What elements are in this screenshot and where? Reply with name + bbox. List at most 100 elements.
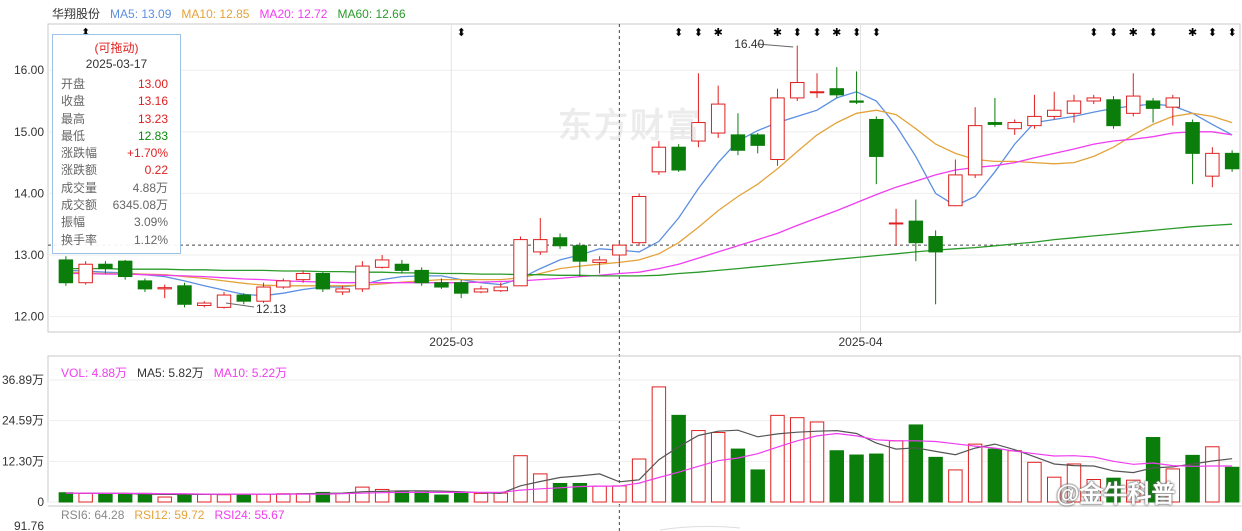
candle-body <box>414 269 429 284</box>
candle-body <box>671 146 686 171</box>
volume-bar <box>216 494 232 503</box>
candle-body <box>177 285 192 305</box>
rsi12-legend: RSI12: 59.72 <box>134 508 205 522</box>
candle <box>1224 150 1240 172</box>
volume-bar <box>730 448 746 503</box>
volume-bar <box>1185 454 1200 503</box>
volume-bar <box>1086 479 1101 503</box>
price-panel-frame <box>47 23 1241 333</box>
volume-bar <box>987 448 1003 503</box>
vol-ma5-legend: MA5: 5.82万 <box>137 366 204 380</box>
candle <box>631 193 647 246</box>
info-row: 涨跌额 0.22 <box>53 162 180 179</box>
volume-bar <box>473 492 489 503</box>
candle-body <box>790 82 805 99</box>
candle <box>750 133 765 154</box>
low-annotation-label: 12.13 <box>256 302 286 316</box>
candle-body <box>216 294 232 308</box>
info-label: 开盘 <box>61 77 86 91</box>
volume-bar <box>750 469 765 503</box>
candle-body <box>750 134 765 146</box>
event-marker-icon: ⬍ <box>812 27 821 39</box>
candle-body <box>612 244 627 256</box>
candle <box>572 242 588 277</box>
info-value: 13.23 <box>137 111 168 126</box>
info-label: 成交量 <box>61 180 98 195</box>
info-row: 开盘 13.00 <box>53 76 180 93</box>
candle-body <box>236 294 252 302</box>
candle-body <box>295 272 311 281</box>
info-row: 振幅 3.09% <box>53 214 180 231</box>
volume-bar <box>335 492 350 503</box>
candle <box>1066 94 1082 123</box>
candle-body <box>869 118 884 157</box>
candle-body <box>770 97 785 161</box>
volume-bar <box>790 417 805 503</box>
candle <box>592 256 607 274</box>
ma-line-ma10 <box>65 109 1233 287</box>
candle <box>1165 94 1181 126</box>
ma60-legend: MA60: 12.66 <box>337 7 406 21</box>
candle-body <box>355 265 370 290</box>
volume-bar <box>493 492 508 503</box>
candle <box>967 107 983 178</box>
candle <box>355 261 370 292</box>
event-marker-icon: ⬍ <box>694 27 703 39</box>
candle <box>770 88 785 166</box>
volume-bar <box>967 443 983 503</box>
candle <box>137 278 153 292</box>
info-value: 1.12% <box>133 232 168 247</box>
candle <box>394 259 410 274</box>
info-label: 涨跌幅 <box>61 146 98 161</box>
volume-bar <box>256 493 271 503</box>
candle-body <box>117 260 133 278</box>
event-marker-icon: ⬍ <box>1228 27 1237 39</box>
candle-body <box>315 272 331 290</box>
candle-body <box>513 239 528 287</box>
info-label: 成交额 <box>61 198 98 213</box>
volume-bar <box>513 455 528 503</box>
event-marker-icon: ✱ <box>773 27 782 39</box>
volume-legend: VOL: 4.88万 MA5: 5.82万 MA10: 5.22万 <box>61 364 297 381</box>
price-tick-label: 14.00 <box>14 186 44 200</box>
candle-body <box>592 259 607 263</box>
candle <box>493 282 508 292</box>
candle <box>869 116 884 185</box>
event-marker-icon: ⬍ <box>872 27 881 39</box>
volume-bar <box>276 493 291 503</box>
candle <box>157 284 172 299</box>
candle <box>1027 94 1042 129</box>
rsi-legend: RSI6: 64.28 RSI12: 59.72 RSI24: 55.67 <box>61 508 295 522</box>
volume-bar <box>533 473 548 503</box>
volume-bar <box>197 493 212 503</box>
candle <box>691 73 706 148</box>
volume-bar <box>58 492 74 503</box>
volume-bar <box>414 491 429 503</box>
candle-body <box>473 288 489 293</box>
rsi-tick-label: 91.76 <box>14 519 44 531</box>
stock-name: 华翔股份 <box>52 7 101 21</box>
candle-body <box>533 239 548 253</box>
event-marker-icon: ⬍ <box>1148 27 1157 39</box>
low-annotation-arrow <box>225 302 255 308</box>
volume-bar <box>177 493 192 503</box>
price-tick-label: 15.00 <box>14 125 44 139</box>
volume-bar <box>157 496 172 503</box>
candle-body <box>197 302 212 307</box>
info-panel[interactable]: (可拖动) 2025-03-17 开盘 13.00 收盘 13.16 最高 13.23 最低… <box>52 34 181 254</box>
info-value: 13.16 <box>137 94 168 109</box>
volume-bar <box>928 456 943 503</box>
event-marker-icon: ⬍ <box>1208 27 1217 39</box>
candle-body <box>1086 97 1101 102</box>
candle <box>730 113 746 156</box>
candle <box>829 67 845 98</box>
candle-body <box>394 263 410 271</box>
candle <box>335 285 350 296</box>
info-row: 涨跌幅 +1.70% <box>53 145 180 162</box>
candle <box>197 301 212 308</box>
volume-tick-label: 36.89万 <box>2 373 44 387</box>
candle <box>58 256 74 286</box>
candle <box>1205 147 1220 188</box>
candle <box>1126 73 1141 117</box>
